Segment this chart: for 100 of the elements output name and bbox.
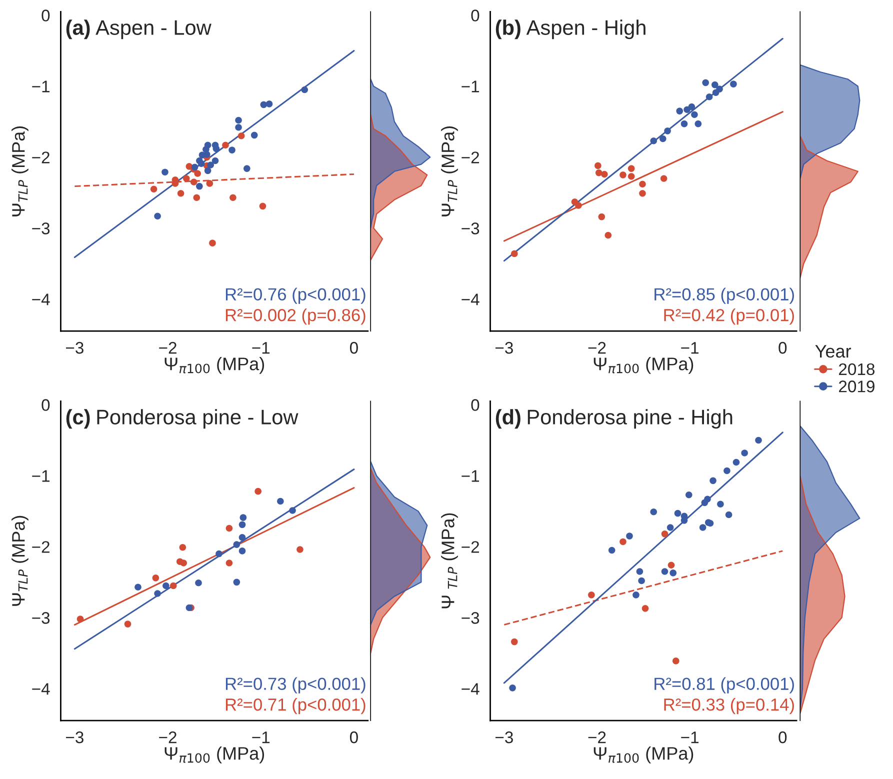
point	[661, 568, 668, 575]
point	[301, 86, 308, 94]
point	[277, 498, 284, 505]
point	[711, 81, 718, 88]
point	[608, 546, 616, 554]
point	[244, 165, 250, 172]
annotation: R²=0.81 (p<0.001)	[654, 677, 794, 694]
point	[177, 190, 184, 197]
point	[680, 120, 688, 128]
point	[660, 175, 668, 182]
point	[668, 562, 675, 569]
y-tick-label: −4	[32, 294, 50, 306]
point	[212, 157, 219, 164]
x-tick-label: −3	[496, 342, 513, 354]
point	[259, 202, 266, 210]
point	[717, 500, 724, 508]
point	[670, 570, 677, 576]
y-tick-label: −2	[32, 541, 50, 553]
point	[672, 658, 680, 664]
y-tick-label: −3	[32, 222, 50, 234]
point	[588, 592, 595, 598]
point	[659, 135, 666, 142]
point	[193, 194, 200, 202]
point	[216, 550, 222, 558]
annotation: R²=0.85 (p<0.001)	[654, 288, 794, 304]
x-tick-label: −1	[252, 732, 270, 744]
y-tick-label: −3	[462, 612, 480, 624]
point	[642, 605, 649, 612]
point	[702, 79, 709, 86]
point	[162, 582, 170, 590]
chart-title: (d) Ponderosa pine - High	[496, 409, 732, 429]
point	[289, 507, 296, 514]
point	[575, 202, 582, 209]
point	[639, 180, 646, 188]
point	[620, 538, 626, 546]
point	[694, 120, 702, 128]
annotation: R²=0.76 (p<0.001)	[226, 288, 366, 304]
point	[296, 546, 304, 553]
x-tick-label: −1	[252, 342, 270, 354]
point	[691, 111, 698, 118]
point	[638, 577, 645, 584]
point	[250, 132, 258, 139]
point	[209, 240, 216, 246]
point	[154, 212, 161, 220]
x-tick-label: −2	[588, 731, 606, 744]
x-tick-label: 0	[350, 731, 358, 744]
point	[628, 165, 635, 172]
point	[226, 524, 233, 532]
point	[601, 170, 608, 178]
point	[725, 511, 732, 518]
y-tick-label: 0	[42, 399, 50, 411]
point	[594, 162, 602, 170]
y-tick-label: −1	[462, 470, 480, 482]
point	[170, 582, 177, 590]
point	[699, 524, 706, 531]
point	[260, 101, 268, 108]
y-axis-title: Ψ$_{TLP}$ (MPa)	[12, 516, 28, 606]
point	[664, 128, 671, 134]
x-tick-label: −2	[588, 342, 606, 354]
point	[240, 514, 247, 521]
point	[632, 592, 640, 598]
point	[194, 170, 201, 177]
annotation: R²=0.73 (p<0.001)	[226, 677, 366, 694]
point	[254, 488, 262, 495]
point	[509, 684, 516, 692]
point	[676, 108, 684, 114]
point	[730, 80, 737, 88]
point	[230, 194, 236, 202]
point	[620, 172, 626, 178]
x-tick-label: −1	[681, 342, 699, 354]
chart-title: (a) Aspen - Low	[66, 20, 212, 40]
y-tick-label: −4	[32, 683, 50, 695]
point	[124, 620, 132, 628]
point	[207, 162, 214, 168]
point	[162, 168, 168, 176]
point	[674, 510, 682, 517]
x-axis-title: Ψ$_{π100}$ (MPa)	[594, 746, 694, 764]
y-tick-label: −3	[32, 612, 50, 624]
point	[238, 521, 246, 528]
point	[212, 145, 220, 152]
x-tick-label: −1	[681, 732, 699, 744]
y-tick-label: −4	[462, 294, 480, 306]
y-tick-label: 0	[42, 10, 50, 22]
y-axis-title: Ψ $_{TLP}$ (MPa)	[441, 513, 458, 608]
x-tick-label: 0	[778, 342, 787, 354]
chart-title: (b) Aspen - High	[496, 20, 646, 40]
point	[238, 534, 246, 541]
point	[206, 180, 214, 187]
point	[198, 160, 205, 167]
x-tick-label: −3	[66, 342, 84, 354]
y-axis-title: Ψ$_{TLP}$ (MPa)	[441, 126, 458, 216]
point	[150, 186, 158, 193]
point	[195, 579, 202, 586]
point	[233, 541, 240, 548]
point	[182, 175, 190, 182]
point	[706, 93, 713, 100]
point	[152, 574, 160, 582]
y-tick-label: 0	[471, 399, 480, 411]
point	[661, 530, 668, 538]
y-tick-label: −1	[32, 80, 50, 92]
